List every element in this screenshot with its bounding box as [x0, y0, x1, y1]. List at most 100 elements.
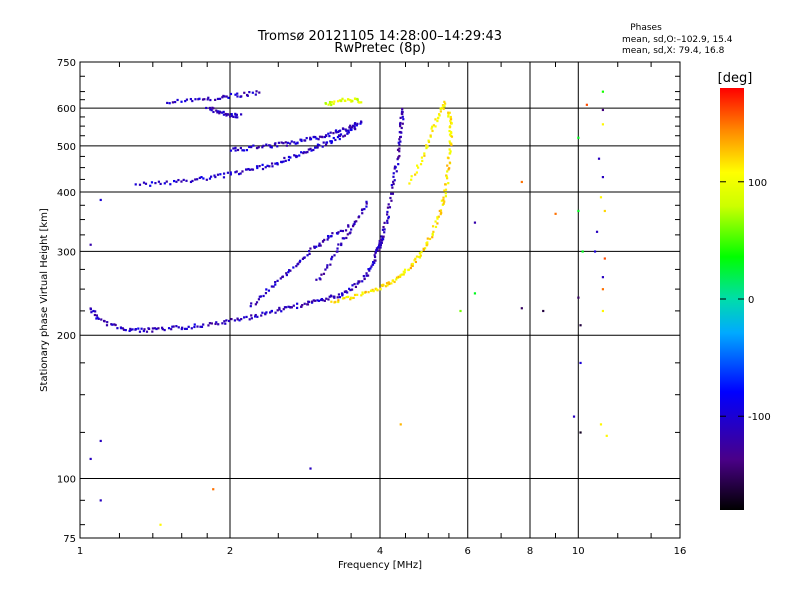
data-point	[370, 265, 373, 268]
data-point	[450, 122, 453, 125]
data-point	[394, 166, 397, 169]
data-point	[221, 111, 224, 114]
data-point	[371, 263, 375, 266]
data-point	[385, 282, 389, 285]
data-point	[264, 312, 267, 315]
data-point	[328, 100, 332, 104]
data-point	[317, 244, 321, 247]
data-point	[400, 126, 403, 130]
data-point	[149, 184, 152, 187]
data-point	[227, 96, 230, 99]
data-point	[395, 276, 399, 279]
data-point	[267, 289, 271, 292]
data-point	[277, 141, 281, 144]
data-point	[261, 311, 264, 314]
data-point	[601, 276, 605, 279]
data-point	[342, 135, 345, 138]
data-point	[340, 99, 343, 102]
data-point	[414, 257, 417, 260]
data-point	[306, 303, 310, 306]
data-point	[315, 278, 318, 281]
data-point	[325, 141, 329, 144]
y-tick-label: 200	[57, 331, 76, 342]
data-point	[577, 296, 580, 299]
data-point	[161, 328, 164, 331]
data-point	[440, 211, 443, 214]
data-point	[354, 128, 357, 131]
data-point	[400, 273, 403, 276]
data-point	[595, 230, 599, 233]
data-point	[379, 288, 382, 291]
data-point	[289, 156, 292, 159]
data-point	[346, 291, 349, 294]
data-point	[401, 110, 404, 114]
data-point	[312, 299, 315, 302]
data-point	[542, 309, 545, 313]
data-point	[168, 102, 171, 105]
data-point	[218, 97, 222, 100]
data-point	[321, 136, 324, 139]
data-point	[440, 199, 443, 202]
data-point	[264, 166, 267, 169]
data-point	[337, 293, 341, 296]
data-point	[264, 291, 268, 295]
data-point	[407, 268, 410, 272]
data-point	[360, 101, 363, 104]
data-point	[603, 257, 606, 260]
data-point	[229, 92, 233, 96]
data-point	[341, 293, 344, 296]
data-point	[174, 100, 177, 104]
data-point	[321, 145, 324, 148]
data-point	[256, 146, 259, 150]
data-point	[240, 95, 243, 98]
data-point	[384, 285, 388, 288]
data-point	[255, 90, 258, 93]
data-point	[320, 297, 324, 301]
data-point	[343, 99, 346, 102]
data-point	[97, 317, 100, 320]
data-point	[391, 192, 395, 195]
data-point	[269, 145, 272, 149]
data-point	[289, 306, 292, 309]
data-point	[428, 237, 432, 241]
data-point	[234, 93, 237, 96]
data-point	[171, 325, 174, 328]
x-tick-label: 2	[227, 546, 233, 557]
data-point	[328, 135, 331, 138]
data-point	[334, 129, 338, 132]
data-point	[312, 148, 315, 152]
data-point	[410, 175, 413, 178]
data-point	[280, 161, 283, 164]
data-point	[444, 195, 447, 198]
data-point	[105, 324, 109, 327]
chart-title: Tromsø 20121105 14:28:00–14:29:43	[257, 29, 502, 44]
data-point	[426, 145, 429, 148]
data-point	[347, 131, 350, 134]
data-point	[393, 280, 396, 284]
data-point	[254, 315, 257, 318]
data-point	[250, 314, 253, 317]
data-point	[236, 148, 240, 152]
data-point	[315, 137, 318, 140]
data-point	[251, 91, 254, 94]
data-point	[163, 328, 166, 332]
data-point	[216, 110, 220, 113]
data-point	[425, 144, 428, 147]
data-point	[326, 264, 329, 267]
data-point	[373, 254, 376, 257]
data-point	[444, 102, 447, 105]
data-point	[577, 136, 580, 139]
data-point	[362, 274, 365, 278]
data-point	[187, 325, 190, 328]
data-point	[448, 133, 452, 136]
data-point	[414, 173, 417, 176]
data-point	[434, 220, 437, 223]
data-point	[222, 176, 226, 179]
data-point	[274, 162, 277, 165]
data-point	[446, 177, 449, 180]
data-point	[324, 143, 328, 146]
data-point	[159, 182, 162, 186]
data-point	[265, 288, 268, 291]
data-point	[373, 255, 377, 259]
data-point	[254, 303, 257, 306]
